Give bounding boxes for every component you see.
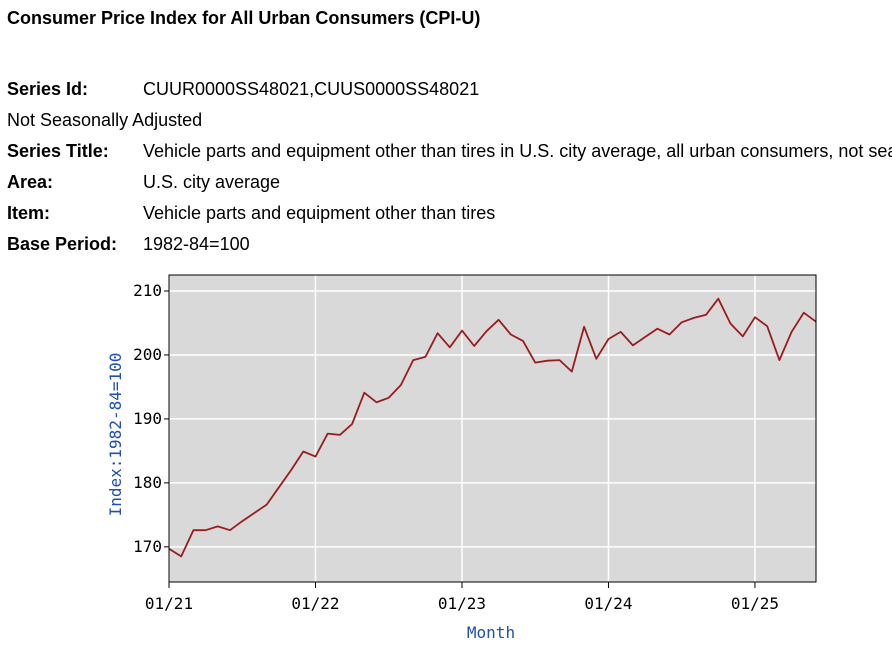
y-tick-label: 190 xyxy=(133,409,162,428)
series-title-label: Series Title: xyxy=(7,141,109,161)
area-value: U.S. city average xyxy=(143,172,281,192)
series-title-row: Series Title: Vehicle parts and equipmen… xyxy=(7,138,892,169)
area-label: Area: xyxy=(7,172,54,192)
base-period-label: Base Period: xyxy=(7,234,118,254)
y-tick-label: 170 xyxy=(133,537,162,556)
base-period-row: Base Period: 1982-84=100 xyxy=(7,231,892,262)
y-axis-title: Index:1982-84=100 xyxy=(106,353,125,517)
series-id-label: Series Id: xyxy=(7,79,89,99)
series-id-row: Series Id: CUUR0000SS48021,CUUS0000SS480… xyxy=(7,76,892,107)
y-tick-label: 180 xyxy=(133,473,162,492)
plot-area xyxy=(169,275,816,582)
series-title-value: Vehicle parts and equipment other than t… xyxy=(143,141,892,161)
page-title: Consumer Price Index for All Urban Consu… xyxy=(7,8,481,28)
area-row: Area: U.S. city average xyxy=(7,169,892,200)
seasonal-adjustment-row: Not Seasonally Adjusted xyxy=(7,107,892,138)
item-label: Item: xyxy=(7,203,51,223)
seasonal-adjustment-text: Not Seasonally Adjusted xyxy=(7,110,203,130)
x-tick-label: 01/23 xyxy=(438,594,486,613)
x-axis-title: Month xyxy=(467,623,515,642)
x-tick-label: 01/25 xyxy=(731,594,779,613)
item-value: Vehicle parts and equipment other than t… xyxy=(143,203,496,223)
x-tick-label: 01/21 xyxy=(145,594,193,613)
cpi-line-chart: 170 180 190 200 210 01/21 01/22 01/23 01/24 01/2… xyxy=(106,274,817,642)
series-id-value: CUUR0000SS48021,CUUS0000SS48021 xyxy=(143,79,480,99)
plot-border xyxy=(168,274,817,583)
x-tick-label: 01/22 xyxy=(291,594,339,613)
y-tick-label: 210 xyxy=(133,281,162,300)
x-tick-label: 01/24 xyxy=(584,594,632,613)
series-line xyxy=(168,297,817,558)
item-row: Item: Vehicle parts and equipment other … xyxy=(7,200,892,231)
base-period-value: 1982-84=100 xyxy=(143,234,250,254)
y-tick-label: 200 xyxy=(133,345,162,364)
series-metadata: Series Id: CUUR0000SS48021,CUUS0000SS480… xyxy=(7,76,892,262)
